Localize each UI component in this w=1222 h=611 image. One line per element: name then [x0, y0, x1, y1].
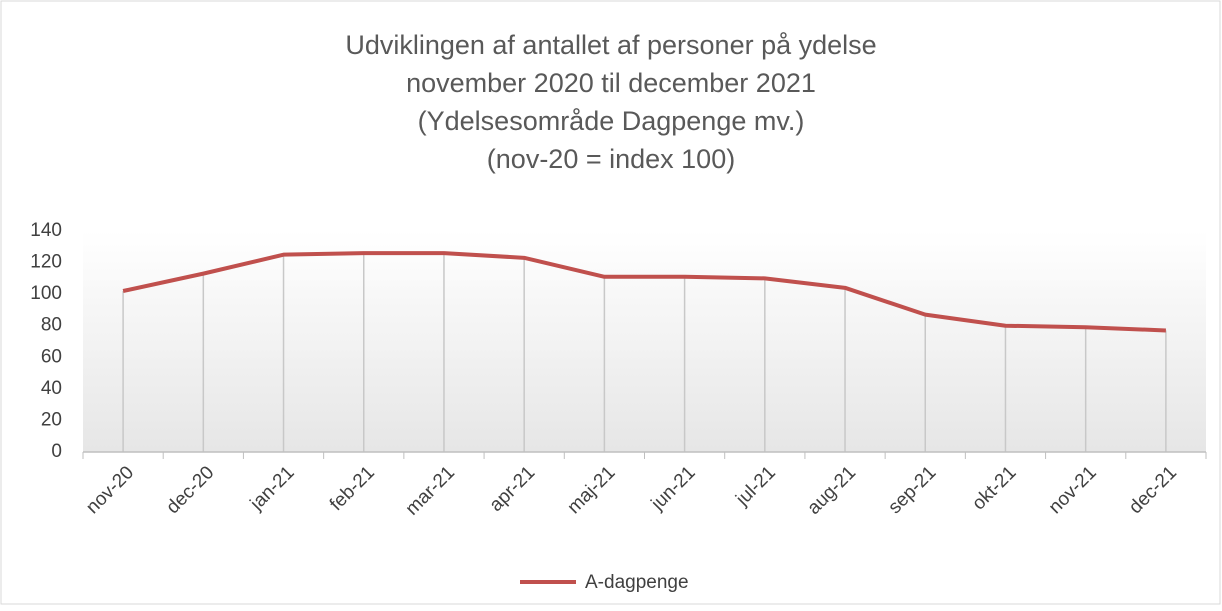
- y-tick-label: 100: [30, 283, 62, 304]
- chart-title: (nov-20 = index 100): [487, 144, 735, 174]
- data-line: [122, 251, 1166, 333]
- y-tick-label: 140: [30, 220, 62, 241]
- y-tick-label: 40: [41, 378, 62, 399]
- chart-title: november 2020 til december 2021: [406, 68, 816, 98]
- y-tick-label: 20: [41, 409, 62, 430]
- y-tick-label: 0: [51, 441, 62, 462]
- y-tick-label: 80: [41, 315, 62, 336]
- legend-label: A-dagpenge: [585, 572, 689, 593]
- y-tick-label: 60: [41, 346, 62, 367]
- y-tick-label: 120: [30, 252, 62, 273]
- chart-title: (Ydelsesområde Dagpenge mv.): [418, 106, 805, 136]
- plot-area: [83, 231, 1206, 452]
- chart-title: Udviklingen af antallet af personer på y…: [345, 30, 876, 60]
